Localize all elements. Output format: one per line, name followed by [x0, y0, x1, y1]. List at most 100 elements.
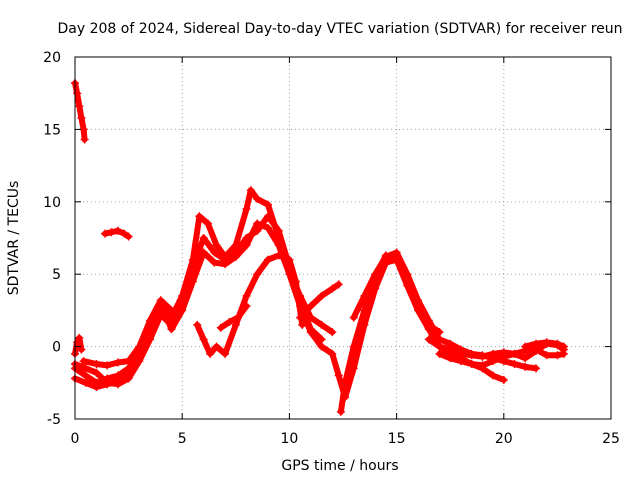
- data-point-marker: [92, 368, 101, 377]
- x-axis-label: GPS time / hours: [281, 458, 398, 474]
- x-tick-label: 25: [602, 431, 620, 447]
- series-track-e: [193, 251, 307, 358]
- data-point-marker: [81, 378, 90, 387]
- data-point-marker: [414, 296, 423, 305]
- data-point-marker: [349, 313, 358, 322]
- data-point-marker: [499, 375, 508, 384]
- data-point-marker: [193, 320, 202, 329]
- data-point-marker: [124, 368, 133, 377]
- data-point-marker: [553, 351, 562, 360]
- data-point-marker: [199, 335, 208, 344]
- data-point-marker: [242, 302, 251, 311]
- data-point-marker: [403, 270, 412, 279]
- series-band: [80, 297, 175, 369]
- data-point-marker: [291, 277, 300, 286]
- data-point-marker: [531, 364, 540, 373]
- data-point-marker: [456, 357, 465, 366]
- x-tick-label: 0: [71, 431, 80, 447]
- data-point-marker: [210, 248, 219, 257]
- data-point-marker: [167, 325, 176, 334]
- data-point-marker: [124, 357, 133, 366]
- data-point-marker: [231, 320, 240, 329]
- data-point-marker: [371, 270, 380, 279]
- data-point-marker: [92, 383, 101, 392]
- data-point-marker: [75, 102, 84, 111]
- series-track-g: [296, 280, 343, 322]
- data-point-marker: [73, 338, 82, 347]
- data-point-marker: [510, 349, 519, 358]
- data-point-marker: [489, 371, 498, 380]
- data-point-marker: [113, 226, 122, 235]
- x-tick-label: 5: [178, 431, 187, 447]
- data-point-marker: [246, 186, 255, 195]
- data-point-marker: [334, 280, 343, 289]
- y-tick-label: 15: [43, 122, 61, 138]
- data-point-marker: [156, 296, 165, 305]
- series-early-decline: [71, 79, 89, 144]
- y-tick-label: 5: [52, 267, 61, 283]
- data-point-marker: [242, 291, 251, 300]
- data-point-marker: [231, 252, 240, 261]
- data-point-marker: [167, 306, 176, 315]
- data-point-marker: [478, 361, 487, 370]
- data-point-marker: [435, 342, 444, 351]
- data-point-marker: [328, 328, 337, 337]
- y-tick-labels: -5 0 5 10 15 20: [43, 50, 61, 428]
- data-point-marker: [216, 323, 225, 332]
- series-track-f: [216, 302, 251, 332]
- x-tick-label: 20: [495, 431, 513, 447]
- series-band: [72, 334, 85, 357]
- data-point-marker: [124, 232, 133, 241]
- data-point-marker: [424, 335, 433, 344]
- data-point-marker: [242, 241, 251, 250]
- data-point-marker: [263, 212, 272, 221]
- data-point-marker: [467, 359, 476, 368]
- data-point-marker: [146, 316, 155, 325]
- data-point-marker: [210, 258, 219, 267]
- series-track-m: [521, 338, 568, 351]
- data-point-marker: [212, 342, 221, 351]
- data-point-marker: [424, 316, 433, 325]
- data-point-marker: [510, 359, 519, 368]
- data-point-marker: [73, 89, 82, 98]
- data-point-marker: [80, 135, 89, 144]
- x-tick-labels: 0 5 10 15 20 25: [71, 431, 620, 447]
- data-point-marker: [341, 378, 350, 387]
- series-track-j: [349, 248, 540, 373]
- data-point-marker: [435, 335, 444, 344]
- data-point-marker: [542, 351, 551, 360]
- data-point-marker: [178, 306, 187, 315]
- data-point-marker: [77, 345, 86, 354]
- data-point-marker: [212, 241, 221, 250]
- data-point-marker: [467, 351, 476, 360]
- data-point-marker: [531, 339, 540, 348]
- data-point-marker: [188, 277, 197, 286]
- data-point-marker: [199, 234, 208, 242]
- y-axis-label: SDTVAR / TECUs: [6, 181, 22, 296]
- data-point-marker: [296, 313, 305, 322]
- x-tick-label: 10: [280, 431, 298, 447]
- data-point-marker: [446, 345, 455, 354]
- data-point-marker: [360, 306, 369, 315]
- series-early-bump: [101, 226, 133, 241]
- data-point-marker: [195, 212, 204, 221]
- y-tick-label: 0: [52, 340, 61, 356]
- data-point-marker: [306, 328, 315, 337]
- data-point-marker: [478, 352, 487, 361]
- data-point-marker: [81, 364, 90, 373]
- data-point-marker: [489, 349, 498, 358]
- data-point-marker: [349, 342, 358, 351]
- data-point-marker: [203, 219, 212, 228]
- data-point-marker: [317, 320, 326, 329]
- x-tick-label: 15: [388, 431, 406, 447]
- data-point-marker: [521, 342, 530, 351]
- data-point-marker: [559, 342, 568, 351]
- data-point-marker: [553, 339, 562, 348]
- data-point-marker: [317, 291, 326, 300]
- series-band: [217, 303, 250, 331]
- data-point-marker: [113, 358, 122, 367]
- data-point-marker: [103, 380, 112, 389]
- data-point-marker: [199, 248, 208, 257]
- data-point-marker: [328, 284, 337, 293]
- plot-frame: [74, 56, 612, 420]
